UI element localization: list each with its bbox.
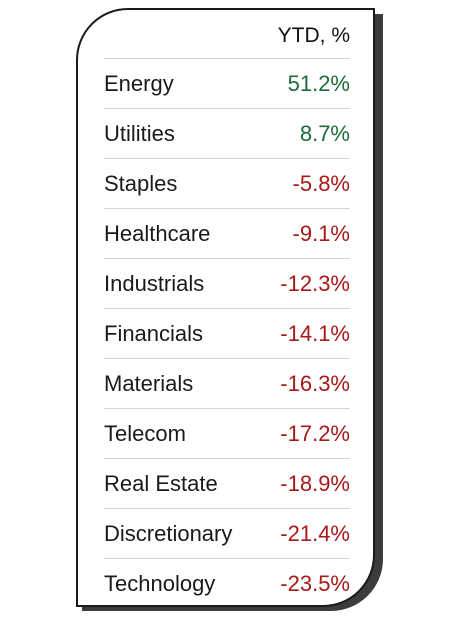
ytd-value: 8.7% — [299, 121, 350, 146]
ytd-value: -18.9% — [280, 471, 350, 496]
ytd-column-header: YTD, % — [277, 24, 350, 47]
ytd-value: -21.4% — [280, 521, 350, 546]
sector-name: Healthcare — [104, 221, 211, 246]
table-row: Real Estate -18.9% — [104, 458, 350, 508]
table-row: Telecom -17.2% — [104, 408, 350, 458]
sector-name: Materials — [104, 371, 194, 396]
ytd-value: -5.8% — [292, 171, 350, 196]
sector-name: Discretionary — [104, 521, 233, 546]
ytd-value: -9.1% — [292, 221, 350, 246]
sector-name: Technology — [104, 571, 216, 596]
ytd-value: -12.3% — [280, 271, 350, 296]
sector-list: Energy 51.2% Utilities 8.7% Staples -5.8% Heal… — [104, 58, 350, 605]
sector-name: Telecom — [104, 421, 186, 446]
table-row: Financials -14.1% — [104, 308, 350, 358]
ytd-value: 51.2% — [287, 71, 350, 96]
table-header: YTD, % — [78, 10, 373, 58]
ytd-value: -14.1% — [280, 321, 350, 346]
sector-name: Real Estate — [104, 471, 218, 496]
ytd-value: -16.3% — [280, 371, 350, 396]
sector-name: Utilities — [104, 121, 175, 146]
table-row: Discretionary -21.4% — [104, 508, 350, 558]
sector-name: Staples — [104, 171, 178, 196]
table-row: Healthcare -9.1% — [104, 208, 350, 258]
sector-name: Industrials — [104, 271, 205, 296]
table-row: Energy 51.2% — [104, 58, 350, 108]
ytd-value: -23.5% — [280, 571, 350, 596]
ytd-value: -17.2% — [280, 421, 350, 446]
sector-performance-card: YTD, % Energy 51.2% Utilities 8.7% Staples -5… — [76, 8, 375, 607]
table-row: Materials -16.3% — [104, 358, 350, 408]
table-row: Technology -23.5% — [104, 558, 350, 605]
table-row: Industrials -12.3% — [104, 258, 350, 308]
table-row: Utilities 8.7% — [104, 108, 350, 158]
sector-name: Energy — [104, 71, 174, 96]
sector-name: Financials — [104, 321, 204, 346]
table-row: Staples -5.8% — [104, 158, 350, 208]
